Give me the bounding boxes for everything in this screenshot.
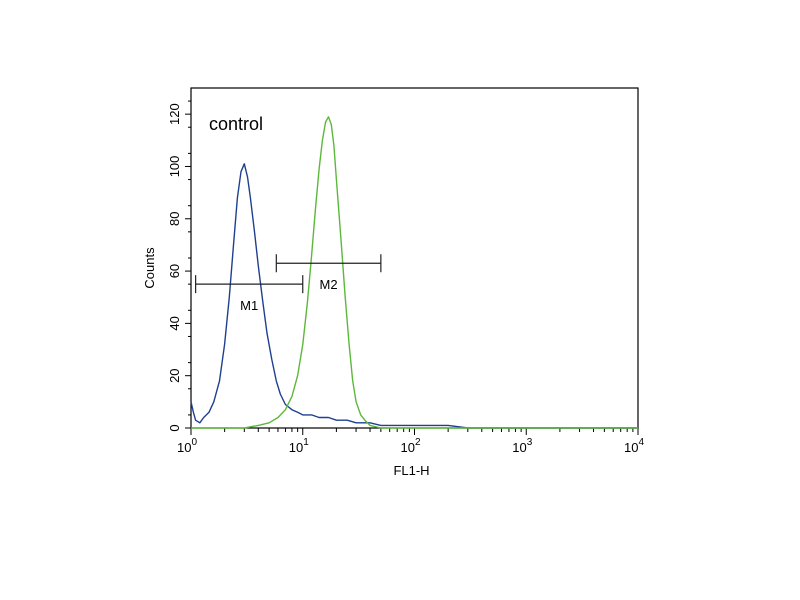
y-tick-label: 0 bbox=[167, 424, 182, 431]
marker-m1-label: M1 bbox=[240, 298, 258, 313]
x-tick-label: 100 bbox=[177, 437, 197, 455]
histogram-series-1 bbox=[190, 163, 638, 429]
control-annotation: control bbox=[209, 114, 263, 134]
x-axis-label: FL1-H bbox=[393, 463, 429, 478]
plot-area: 0 20 40 60 80 100 120 100 101 102 103 104 M1 M2 bbox=[167, 87, 644, 455]
y-tick-label: 40 bbox=[167, 316, 182, 330]
y-tick-label: 80 bbox=[167, 212, 182, 226]
x-tick-label: 102 bbox=[400, 437, 420, 455]
x-tick-label: 103 bbox=[512, 437, 532, 455]
marker-m2-label: M2 bbox=[320, 277, 338, 292]
x-tick-label: 104 bbox=[624, 437, 644, 455]
histogram-series-2 bbox=[191, 116, 638, 429]
y-tick-label: 100 bbox=[167, 156, 182, 178]
y-tick-label: 20 bbox=[167, 368, 182, 382]
y-tick-label: 120 bbox=[167, 103, 182, 125]
x-tick-label: 101 bbox=[289, 437, 309, 455]
y-axis-label: Counts bbox=[142, 247, 157, 289]
y-tick-label: 60 bbox=[167, 264, 182, 278]
